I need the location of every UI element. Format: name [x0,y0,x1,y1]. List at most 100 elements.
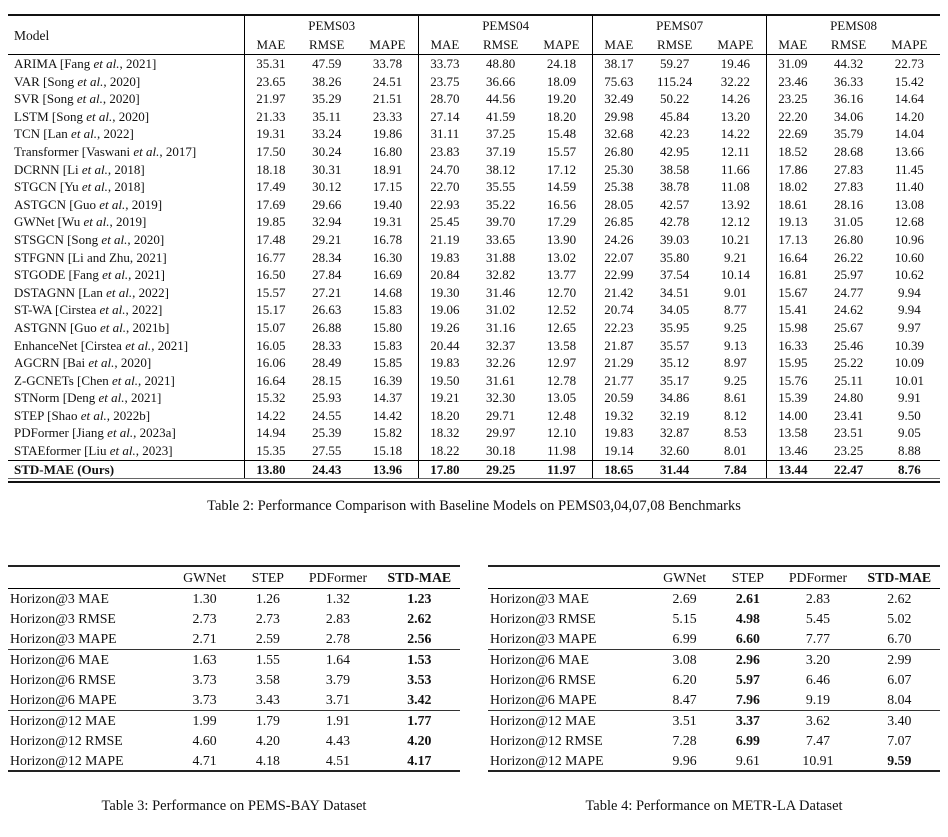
value-cell: 14.68 [356,283,420,302]
group-header-row: Model PEMS03 PEMS04 PEMS07 PEMS08 [8,16,940,55]
bottom-tables-row: GWNet STEP PDFormer STD-MAE Horizon@3 MAE 1.… [8,565,940,815]
value-cell: 12.12 [704,213,768,231]
model-column-header: STEP [251,570,284,586]
table-row: STGODE [Fang et al., 2021] 16.50 27.84 16.6… [8,266,940,284]
table-row: Horizon@6 MAE 3.08 2.96 3.20 2.99 [488,649,940,669]
value-cell: 30.31 [312,161,342,177]
value-cell: 3.40 [887,712,912,728]
value-cell: 16.77 [256,249,286,265]
value-cell: 16.05 [256,337,286,353]
value-cell: 4.51 [325,752,351,768]
table-row: Horizon@3 RMSE 2.73 2.73 2.83 2.62 [8,609,460,629]
horizon-metric-label: Horizon@6 MAPE [490,691,597,707]
value-cell: 3.51 [672,712,697,728]
horizon-metric-label: Horizon@6 MAE [490,651,589,667]
horizon-metric-label: Horizon@6 RMSE [10,671,116,687]
value-cell: 19.31 [256,126,286,142]
value-cell: 21.42 [604,284,634,300]
value-cell: 15.76 [778,372,808,388]
value-cell: 9.13 [704,336,768,355]
value-cell: 13.77 [530,266,594,284]
value-cell: 17.12 [530,160,594,179]
value-cell: 6.20 [672,671,697,687]
value-cell: 6.07 [887,671,912,687]
value-cell: 8.97 [704,354,768,372]
value-cell: 19.14 [604,443,634,459]
value-cell: 34.05 [660,302,690,318]
metr-la-column: GWNet STEP PDFormer STD-MAE Horizon@3 MAE 2.… [488,565,940,815]
benchmark-table-head: Model PEMS03 PEMS04 PEMS07 PEMS08 MAE RMSE MAPE… [8,16,940,55]
value-cell: 34.51 [660,284,690,300]
benchmark-table: Model PEMS03 PEMS04 PEMS07 PEMS08 MAE RMSE MAPE… [8,16,940,480]
value-cell: 15.57 [530,142,594,161]
value-cell: 50.22 [660,91,690,107]
value-cell: 8.01 [704,442,768,461]
model-cell: PDFormer [Jiang et al., 2023a] [8,424,246,443]
model-cell: STAEformer [Liu et al., 2023] [8,442,246,461]
model-cell: AGCRN [Bai et al., 2020] [8,354,246,372]
value-cell: 35.31 [256,56,286,71]
value-cell: 17.48 [256,231,286,247]
value-cell: 24.55 [312,407,342,423]
value-cell: 17.49 [256,179,286,195]
value-cell: 18.61 [778,196,808,212]
value-cell: 24.77 [833,284,864,300]
model-column-header: GWNet [663,570,707,586]
metric-header: RMSE [830,37,867,52]
table-row: Horizon@6 RMSE 6.20 5.97 6.46 6.07 [488,670,940,690]
value-cell: 35.12 [660,355,690,371]
table-row: Horizon@3 MAE 1.30 1.26 1.32 1.23 [8,589,460,609]
metric-header: MAE [778,37,808,52]
value-cell: 26.63 [312,302,342,318]
value-cell: 30.12 [312,179,342,195]
value-cell: 17.80 [418,460,471,480]
value-cell: 22.69 [778,126,808,142]
table-row: Horizon@3 MAPE 6.99 6.60 7.77 6.70 [488,629,940,649]
value-cell: 15.42 [894,73,924,89]
horizon-metric-label: Horizon@3 MAPE [490,631,597,647]
table-row: Horizon@6 MAPE 3.73 3.43 3.71 3.42 [8,690,460,710]
value-cell: 15.41 [778,302,808,318]
model-cell: DCRNN [Li et al., 2018] [8,160,246,179]
value-cell: 19.86 [356,125,420,143]
value-cell: 5.45 [805,611,831,627]
value-cell: 10.62 [894,267,924,283]
value-cell: 6.99 [735,732,760,748]
value-cell: 23.33 [356,107,420,126]
value-cell: 38.78 [660,179,690,195]
model-cell: GWNet [Wu et al., 2019] [8,213,246,231]
table-row: Horizon@6 MAPE 8.47 7.96 9.19 8.04 [488,690,940,710]
value-cell: 19.83 [430,355,460,371]
value-cell: 38.17 [604,56,634,71]
value-cell: 14.37 [356,389,420,407]
value-cell: 32.68 [604,126,634,142]
value-cell: 3.71 [325,691,351,707]
value-cell: 9.19 [805,691,831,707]
value-cell: 16.50 [256,267,286,283]
value-cell: 21.29 [604,355,634,371]
value-cell: 25.67 [833,319,864,335]
value-cell: 2.99 [887,651,912,667]
metric-header: RMSE [482,37,519,52]
horizon-metric-label: Horizon@3 RMSE [10,611,116,627]
value-cell: 22.73 [894,56,924,71]
value-cell: 38.12 [486,161,516,177]
metric-header: MAPE [356,35,420,55]
value-cell: 3.58 [255,671,280,687]
value-cell: 45.84 [660,108,690,124]
model-column-header: Model [8,16,246,55]
value-cell: 12.70 [530,283,594,302]
value-cell: 10.14 [704,266,768,284]
value-cell: 10.96 [894,231,924,247]
value-cell: 37.19 [486,143,516,159]
value-cell: 25.38 [604,179,634,195]
value-cell: 1.77 [407,712,432,728]
value-cell: 35.80 [660,249,690,265]
value-cell: 18.52 [778,143,808,159]
pems-bay-table-body: Horizon@3 MAE 1.30 1.26 1.32 1.23 Horizon@3 R… [8,589,460,771]
table2-caption: Table 2: Performance Comparison with Bas… [207,498,741,515]
value-cell: 33.65 [486,231,516,247]
value-cell: 35.22 [486,196,516,212]
value-cell: 15.80 [356,318,420,337]
value-cell: 13.90 [530,230,594,249]
